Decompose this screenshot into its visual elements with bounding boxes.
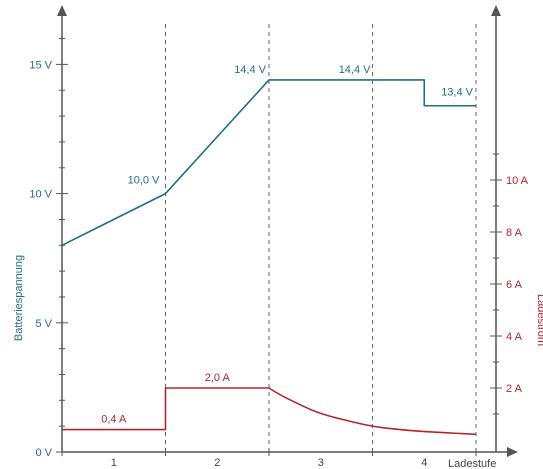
x-tick-label: 1 (111, 457, 117, 469)
x-axis-ticks: 1 2 3 4 (61, 448, 477, 469)
x-tick-label: 4 (421, 457, 427, 469)
right-tick-label: 6 A (506, 279, 523, 291)
right-tick-label: 4 A (506, 331, 523, 343)
x-tick-label: 3 (318, 457, 324, 469)
right-axis-arrow-icon (491, 5, 501, 16)
right-tick-label: 2 A (506, 383, 523, 395)
annotations: 10,0 V 14,4 V 14,4 V 13,4 V 0,4 A 2,0 A (101, 64, 473, 426)
voltage-annotation: 14,4 V (339, 64, 371, 76)
left-tick-label: 10 V (29, 189, 52, 201)
x-tick-label: 2 (214, 457, 220, 469)
series-layer (61, 79, 477, 436)
voltage-annotation: 10,0 V (128, 175, 160, 187)
left-tick-label: 15 V (29, 59, 52, 71)
voltage-annotation: 13,4 V (441, 87, 473, 99)
right-tick-label: 10 A (506, 175, 529, 187)
left-axis-arrow-icon (57, 5, 67, 16)
x-axis-label: Ladestufe (448, 458, 496, 469)
voltage-series-line (61, 79, 476, 246)
right-axis-ticks: 2 A 4 A 6 A 8 A 10 A (490, 153, 529, 415)
left-axis-ticks: 0 V 5 V 10 V 15 V (29, 38, 68, 459)
x-axis-arrow-icon (507, 447, 518, 457)
current-annotation: 2,0 A (205, 372, 231, 384)
left-axis-label: Batteriespannung (13, 255, 25, 341)
right-tick-label: 8 A (506, 227, 523, 239)
axes (57, 5, 518, 457)
stage-divider-lines (165, 20, 477, 452)
current-annotation: 0,4 A (101, 414, 127, 426)
current-series-line (62, 387, 477, 436)
left-tick-label: 0 V (35, 447, 52, 459)
voltage-annotation: 14,4 V (234, 64, 266, 76)
right-axis-label: Ladestrom (535, 294, 543, 346)
left-tick-label: 5 V (35, 318, 52, 330)
